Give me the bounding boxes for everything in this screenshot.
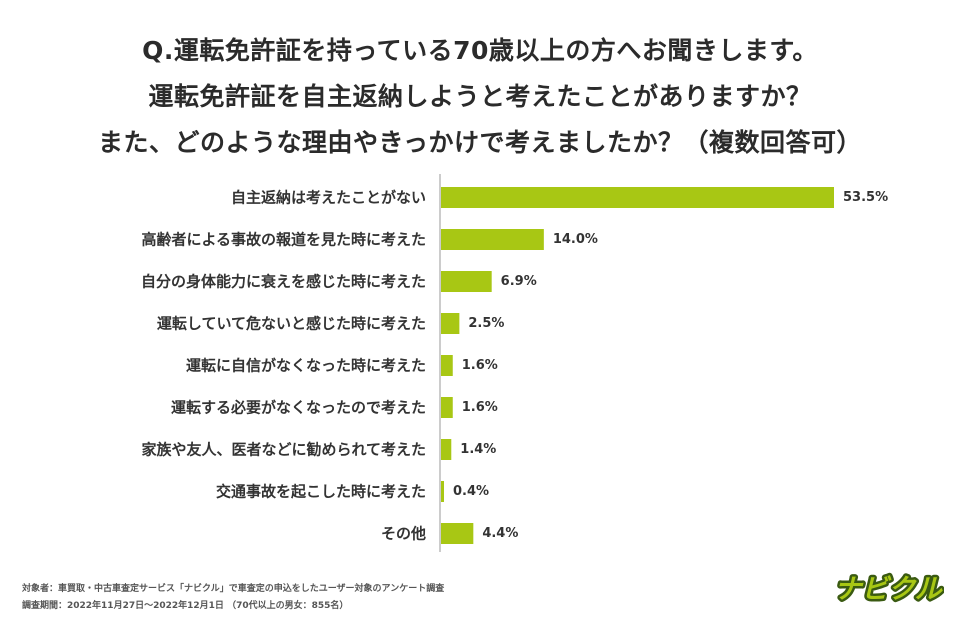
category-label: 交通事故を起こした時に考えた — [216, 483, 426, 501]
category-label: その他 — [381, 525, 426, 543]
value-label: 14.0% — [553, 232, 598, 247]
bar — [441, 271, 492, 292]
bar — [441, 523, 474, 544]
category-label: 運転に自信がなくなった時に考えた — [186, 357, 426, 375]
navikuru-logo: ナビクル — [832, 572, 944, 608]
bar — [441, 397, 453, 418]
value-label: 6.9% — [501, 274, 537, 289]
bar — [441, 313, 460, 334]
value-label: 2.5% — [468, 316, 504, 331]
bar-chart: 自主返納は考えたことがない 53.5% 高齢者による事故の報道を見た時に考えた 14.… — [141, 174, 888, 552]
category-label: 運転していて危ないと感じた時に考えた — [157, 315, 426, 333]
category-label: 自主返納は考えたことがない — [231, 189, 426, 207]
category-label: 自分の身体能力に衰えを感じた時に考えた — [141, 273, 426, 291]
bar — [441, 355, 453, 376]
value-label: 4.4% — [482, 526, 518, 541]
value-label: 1.6% — [462, 400, 498, 415]
bar — [441, 229, 544, 250]
category-label: 家族や友人、医者などに勧められて考えた — [141, 441, 426, 459]
bar — [441, 439, 452, 460]
value-label: 0.4% — [453, 484, 489, 499]
bar — [441, 187, 834, 208]
footnote-subjects: 対象者：車買取・中古車査定サービス「ナビクル」で車査定の申込をしたユーザー対象の… — [22, 584, 445, 594]
chart-title: Q.運転免許証を持っている70歳以上の方へお聞きします。 運転免許証を自主返納し… — [0, 28, 960, 166]
value-label: 53.5% — [843, 190, 888, 205]
category-label: 運転する必要がなくなったので考えた — [171, 399, 426, 417]
title-line-3: また、どのような理由やきっかけで考えましたか？（複数回答可） — [97, 128, 862, 157]
footnote-period: 調査期間：2022年11月27日〜2022年12月1日 （70代以上の男女：85… — [22, 601, 349, 611]
survey-footnote: 対象者：車買取・中古車査定サービス「ナビクル」で車査定の申込をしたユーザー対象の… — [22, 581, 444, 615]
value-label: 1.6% — [462, 358, 498, 373]
title-line-1: Q.運転免許証を持っている70歳以上の方へお聞きします。 — [142, 36, 818, 65]
category-label: 高齢者による事故の報道を見た時に考えた — [141, 231, 426, 249]
logo-text: ナビクル — [834, 574, 943, 605]
title-line-2: 運転免許証を自主返納しようと考えたことがありますか？ — [148, 82, 812, 111]
bar — [441, 481, 444, 502]
value-label: 1.4% — [460, 442, 496, 457]
